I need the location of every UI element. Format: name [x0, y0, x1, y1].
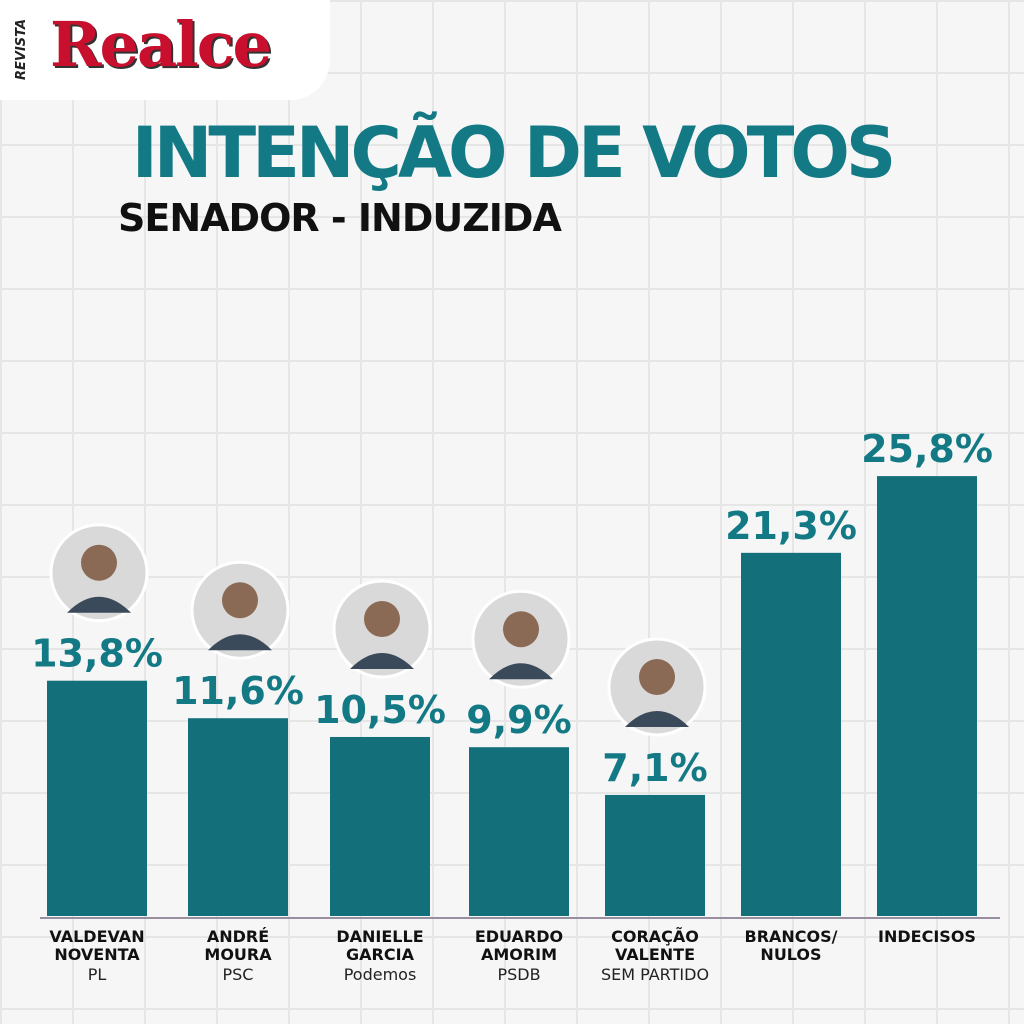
bar [877, 476, 977, 916]
value-label: 9,9% [466, 698, 571, 742]
value-label: 11,6% [172, 669, 304, 713]
logo-area: REVISTA Realce [0, 0, 330, 100]
category-label: INDECISOS [878, 927, 976, 946]
bar [741, 552, 841, 916]
photo-body [625, 710, 689, 727]
party-label: SEM PARTIDO [600, 965, 710, 984]
chart-subtitle: SENADOR - INDUZIDA [118, 196, 562, 240]
bar [47, 680, 147, 916]
bar [188, 718, 288, 916]
photo-body [208, 634, 272, 651]
category-label: CORAÇÃO VALENTE [611, 927, 699, 964]
photo-body [489, 663, 553, 680]
value-label: 25,8% [861, 427, 993, 471]
value-label: 7,1% [602, 746, 707, 790]
value-label: 10,5% [314, 688, 446, 732]
category-label: ANDRÉ MOURA [204, 927, 272, 964]
photo-head [222, 582, 258, 619]
chart-title: INTENÇÃO DE VOTOS [131, 112, 897, 194]
category-label: DANIELLE GARCIA [336, 927, 424, 964]
photo-head [503, 611, 539, 648]
value-label: 21,3% [725, 504, 857, 548]
photo-head [81, 544, 117, 581]
brand: Realce [50, 8, 272, 81]
bar [469, 747, 569, 916]
photo-body [67, 596, 131, 613]
party-label: PSDB [497, 965, 541, 984]
bar [605, 794, 705, 916]
category-label: VALDEVAN NOVENTA [49, 927, 145, 964]
photo-head [364, 600, 400, 637]
category-label: EDUARDO AMORIM [474, 927, 564, 964]
photo-body [350, 652, 414, 669]
value-label: 13,8% [31, 632, 163, 676]
bar [330, 736, 430, 916]
party-label: PL [87, 965, 107, 984]
party-label: Podemos [343, 965, 417, 984]
photo-head [639, 658, 675, 695]
category-label: BRANCOS/ NULOS [744, 927, 838, 964]
party-label: PSC [222, 965, 254, 984]
